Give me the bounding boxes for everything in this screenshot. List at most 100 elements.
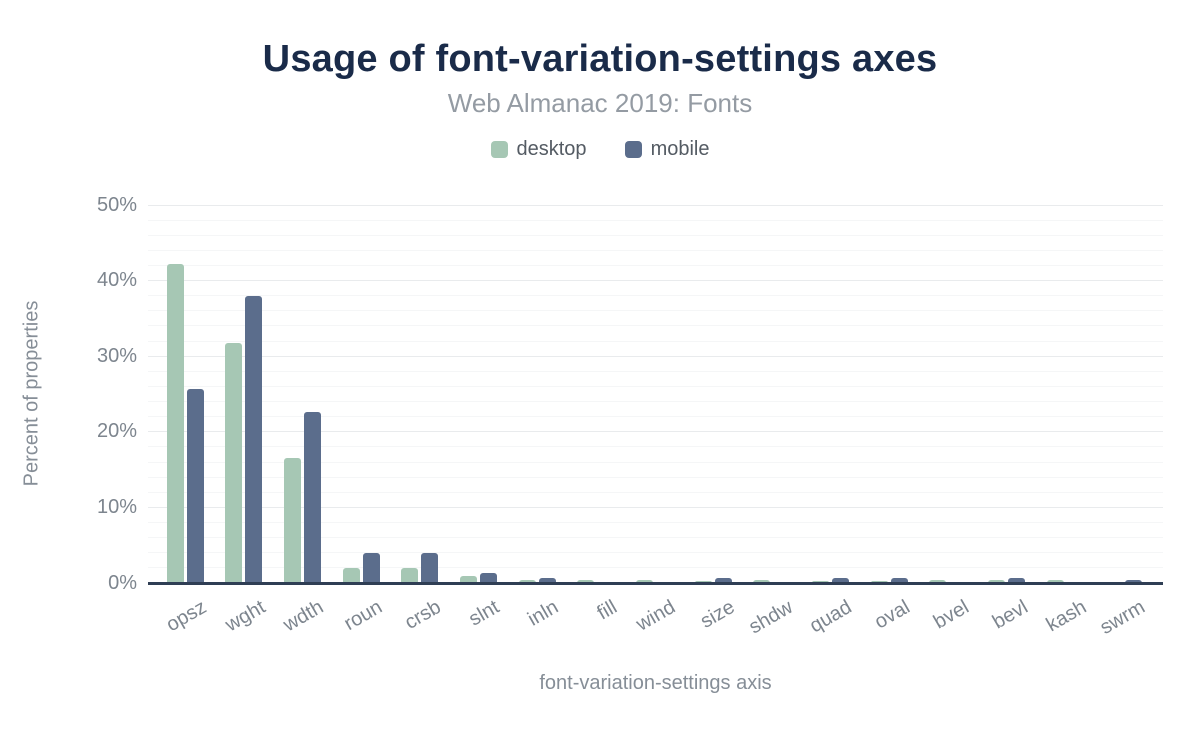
major-gridline — [148, 506, 1163, 508]
bar-desktop-bvel[interactable] — [929, 579, 947, 583]
bar-desktop-fill[interactable] — [577, 579, 595, 583]
bar-mobile-slnt[interactable] — [480, 573, 498, 583]
minor-gridline — [148, 461, 1163, 463]
chart-title: Usage of font-variation-settings axes — [262, 38, 938, 80]
bar-desktop-oval[interactable] — [870, 580, 888, 583]
y-tick-label: 10% — [96, 495, 137, 518]
bar-group-swrm — [1094, 205, 1153, 583]
x-tick-label-quad: quad — [805, 596, 856, 638]
legend-item-mobile[interactable]: mobile — [624, 137, 710, 161]
x-tick-label-shdw: shdw — [745, 596, 797, 639]
y-tick-label: 50% — [96, 193, 137, 216]
x-tick-label-kash: kash — [1042, 596, 1091, 637]
x-axis-line — [148, 582, 1163, 585]
bars-container — [156, 205, 1153, 583]
x-tick-label-bvel: bvel — [929, 596, 973, 634]
minor-gridline — [148, 325, 1163, 327]
y-tick-labels: 0% 10% 20% 30% 40% 50% — [0, 0, 137, 742]
bar-mobile-quad[interactable] — [831, 578, 849, 583]
minor-gridline — [148, 552, 1163, 554]
bar-mobile-wdth[interactable] — [304, 412, 322, 583]
bar-desktop-wdth[interactable] — [284, 458, 302, 583]
x-tick-label-roun: roun — [340, 596, 387, 636]
x-tick-label-bevl: bevl — [988, 596, 1032, 634]
legend-swatch-desktop-icon — [490, 140, 508, 158]
bar-desktop-roun[interactable] — [342, 567, 360, 583]
minor-gridline — [148, 491, 1163, 493]
bar-group-opsz — [156, 205, 215, 583]
bar-mobile-opsz[interactable] — [186, 389, 204, 583]
x-tick-label-oval: oval — [871, 596, 915, 634]
bar-desktop-bevl[interactable] — [987, 579, 1005, 583]
x-tick-label-opsz: opsz — [162, 596, 211, 637]
bar-group-fill — [567, 205, 626, 583]
x-tick-label-swrm: swrm — [1096, 596, 1149, 639]
bar-group-oval — [860, 205, 919, 583]
bar-desktop-wind[interactable] — [635, 579, 653, 583]
minor-gridline — [148, 522, 1163, 524]
minor-gridline — [148, 385, 1163, 387]
major-gridline — [148, 280, 1163, 282]
y-tick-label: 40% — [96, 269, 137, 292]
bar-desktop-shdw[interactable] — [753, 579, 771, 583]
x-tick-label-wind: wind — [632, 596, 680, 636]
y-tick-label: 0% — [108, 571, 137, 594]
bar-group-shdw — [742, 205, 801, 583]
x-tick-label-wdth: wdth — [280, 596, 328, 637]
legend-label-mobile: mobile — [650, 137, 710, 160]
bar-group-kash — [1036, 205, 1095, 583]
legend: desktop mobile — [0, 136, 1200, 162]
bar-group-size — [684, 205, 743, 583]
minor-gridline — [148, 340, 1163, 342]
chart-subtitle: Web Almanac 2019: Fonts — [447, 88, 753, 118]
major-gridline — [148, 355, 1163, 357]
x-tick-label-wght: wght — [221, 596, 269, 637]
bar-desktop-size[interactable] — [694, 580, 712, 583]
y-tick-label: 20% — [96, 420, 137, 443]
bar-group-roun — [332, 205, 391, 583]
x-tick-label-inln: inln — [524, 596, 563, 631]
legend-label-desktop: desktop — [516, 137, 587, 160]
minor-gridline — [148, 476, 1163, 478]
bar-mobile-swrm[interactable] — [1125, 579, 1143, 583]
major-gridline — [148, 431, 1163, 433]
bar-mobile-roun[interactable] — [362, 552, 380, 583]
bar-desktop-opsz[interactable] — [166, 263, 184, 583]
bar-group-bvel — [918, 205, 977, 583]
bar-desktop-quad[interactable] — [811, 580, 829, 583]
bar-mobile-size[interactable] — [714, 578, 732, 583]
minor-gridline — [148, 401, 1163, 403]
minor-gridline — [148, 370, 1163, 372]
bar-group-quad — [801, 205, 860, 583]
bar-group-slnt — [449, 205, 508, 583]
minor-gridline — [148, 234, 1163, 236]
x-tick-label-size: size — [696, 596, 739, 633]
bar-mobile-inln[interactable] — [538, 578, 556, 583]
bar-desktop-crsb[interactable] — [401, 567, 419, 583]
minor-gridline — [148, 295, 1163, 297]
bar-mobile-oval[interactable] — [890, 578, 908, 583]
x-tick-label-slnt: slnt — [465, 596, 504, 631]
bar-group-crsb — [391, 205, 450, 583]
bar-group-wdth — [273, 205, 332, 583]
legend-item-desktop[interactable]: desktop — [490, 137, 587, 161]
bar-group-wght — [215, 205, 274, 583]
bar-desktop-wght[interactable] — [225, 343, 243, 583]
bar-group-bevl — [977, 205, 1036, 583]
minor-gridline — [148, 537, 1163, 539]
minor-gridline — [148, 249, 1163, 251]
minor-gridline — [148, 446, 1163, 448]
major-gridline — [148, 204, 1163, 206]
bar-mobile-bevl[interactable] — [1007, 578, 1025, 583]
bar-mobile-wght[interactable] — [245, 295, 263, 583]
bar-desktop-inln[interactable] — [518, 579, 536, 583]
bar-group-wind — [625, 205, 684, 583]
x-tick-label-crsb: crsb — [401, 596, 445, 634]
bar-mobile-crsb[interactable] — [421, 552, 439, 583]
bar-desktop-slnt[interactable] — [460, 576, 478, 583]
minor-gridline — [148, 219, 1163, 221]
bar-desktop-kash[interactable] — [1046, 579, 1064, 583]
plot-area — [148, 204, 1163, 585]
minor-gridline — [148, 310, 1163, 312]
